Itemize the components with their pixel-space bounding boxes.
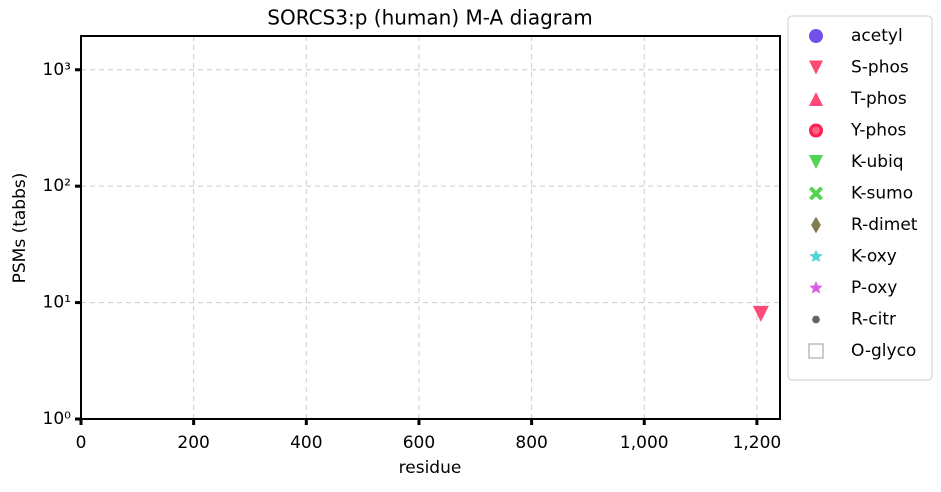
legend-label: R-dimet <box>851 215 918 235</box>
x-tick-label: 1,000 <box>620 433 669 453</box>
legend-label: K-oxy <box>851 247 897 267</box>
legend-marker <box>809 60 823 75</box>
legend-marker <box>809 249 823 263</box>
chart-title: SORCS3:p (human) M-A diagram <box>267 6 592 30</box>
legend-label: K-sumo <box>851 184 913 204</box>
y-tick-label: 10³ <box>43 60 71 80</box>
x-tick-label: 0 <box>76 433 87 453</box>
legend-label: S-phos <box>851 58 909 78</box>
legend-marker <box>812 315 820 324</box>
legend-box <box>787 15 933 381</box>
legend-marker <box>809 281 823 294</box>
legend-marker <box>808 343 824 359</box>
legend-marker <box>809 29 823 43</box>
x-tick-label: 800 <box>515 433 547 453</box>
legend-marker <box>809 92 823 106</box>
x-tick-label: 600 <box>403 433 435 453</box>
legend-marker <box>811 216 821 234</box>
legend-label: K-ubiq <box>851 152 904 172</box>
legend-marker <box>809 155 823 169</box>
x-tick-label: 400 <box>290 433 322 453</box>
y-axis-label: PSMs (tabbs) <box>10 173 30 284</box>
x-tick-label: 200 <box>177 433 209 453</box>
legend-label: R-citr <box>851 310 896 330</box>
legend-marker <box>809 186 823 201</box>
x-tick-label: 1,200 <box>733 433 782 453</box>
y-tick-label: 10² <box>43 176 71 196</box>
y-tick-label: 10⁰ <box>43 409 72 429</box>
y-tick-label: 10¹ <box>43 293 71 313</box>
legend-label: O-glyco <box>851 341 916 361</box>
legend-marker <box>809 123 823 138</box>
plot-frame <box>80 35 781 420</box>
legend-label: Y-phos <box>850 121 906 141</box>
data-point <box>752 305 769 322</box>
legend-label: P-oxy <box>851 278 897 298</box>
legend-label: acetyl <box>851 26 903 46</box>
legend-label: T-phos <box>850 89 907 109</box>
x-axis-label: residue <box>399 458 462 478</box>
